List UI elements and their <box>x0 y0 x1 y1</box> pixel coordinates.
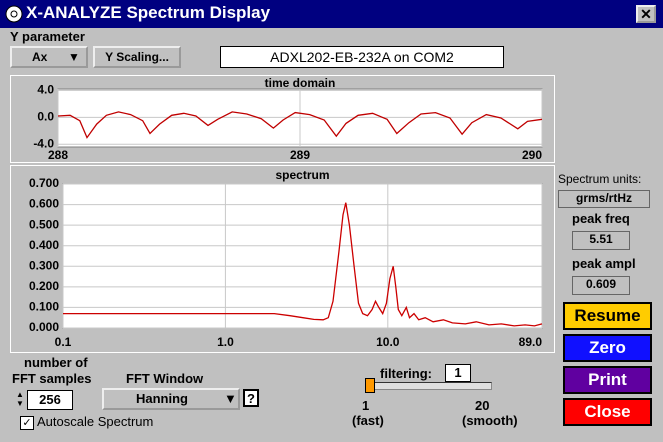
fft-window-value: Hanning <box>136 391 188 406</box>
slider-max: 20 <box>475 398 490 413</box>
title-bar: X-ANALYZE Spectrum Display ✕ <box>0 0 663 28</box>
y-tick-label: 0.000 <box>29 320 59 334</box>
x-tick-label: 0.1 <box>55 335 72 349</box>
data-line <box>63 202 543 327</box>
y-tick-label: 4.0 <box>37 83 54 97</box>
y-parameter-label: Y parameter <box>10 29 85 44</box>
filtering-value[interactable]: 1 <box>445 364 471 382</box>
slider-min: 1 <box>362 398 370 413</box>
y-tick-label: 0.500 <box>29 217 59 231</box>
y-tick-label: 0.100 <box>29 300 59 314</box>
y-scaling-button[interactable]: Y Scaling... <box>93 46 181 68</box>
x-tick-label: 289 <box>290 148 310 162</box>
x-tick-label: 10.0 <box>376 335 400 349</box>
device-field: ADXL202-EB-232A on COM2 <box>220 46 504 68</box>
y-tick-label: 0.200 <box>29 279 59 293</box>
resume-button[interactable]: Resume <box>563 302 652 330</box>
autoscale-label: Autoscale Spectrum <box>37 414 154 429</box>
slider-track <box>365 382 492 390</box>
slider-max-label: (smooth) <box>462 413 518 428</box>
peak-freq-value: 5.51 <box>572 231 630 250</box>
fft-samples-label: number of <box>24 355 88 370</box>
data-line <box>57 111 543 139</box>
y-tick-label: 0.600 <box>29 197 59 211</box>
spinner[interactable]: ▲ ▼ <box>16 390 24 408</box>
units-value: grms/rtHz <box>558 190 650 208</box>
print-button[interactable]: Print <box>563 366 652 394</box>
fft-window-dropdown[interactable]: Hanning ▼ <box>102 388 240 410</box>
y-tick-label: 0.400 <box>29 238 59 252</box>
x-tick-label: 89.0 <box>519 335 543 349</box>
close-window[interactable]: ✕ <box>636 5 656 23</box>
x-tick-label: 288 <box>48 148 68 162</box>
peak-ampl-value: 0.609 <box>572 276 630 295</box>
plot-area <box>62 183 543 329</box>
window-title: X-ANALYZE Spectrum Display <box>26 3 271 22</box>
fft-samples-value[interactable]: 256 <box>27 390 73 410</box>
peak-freq-label: peak freq <box>572 211 630 226</box>
slider-min-label: (fast) <box>352 413 384 428</box>
y-tick-label: 0.700 <box>29 176 59 190</box>
dropdown-arrow: ▼ <box>224 391 237 406</box>
units-label: Spectrum units: <box>558 172 642 186</box>
y-tick-label: -4.0 <box>33 136 54 150</box>
x-tick-label: 290 <box>522 148 542 162</box>
y-parameter-dropdown[interactable]: Ax ▼ <box>10 46 88 68</box>
filtering-label: filtering: <box>380 366 432 381</box>
y-parameter-value: Ax <box>32 50 48 64</box>
dropdown-arrow: ▼ <box>68 50 80 64</box>
app-icon <box>5 5 23 23</box>
close-button[interactable]: Close <box>563 398 652 426</box>
slider-thumb[interactable] <box>365 378 375 393</box>
chart-title: spectrum <box>275 168 329 182</box>
spectrum-chart: spectrum 0.700 0.600 0.500 0.400 0.300 0.200 0.… <box>10 165 555 353</box>
peak-ampl-label: peak ampl <box>572 256 636 271</box>
chart-title: time domain <box>265 76 336 90</box>
autoscale-checkbox[interactable]: ✓ <box>20 416 34 430</box>
fft-window-label: FFT Window <box>126 371 204 386</box>
x-tick-label: 1.0 <box>217 335 234 349</box>
help-button[interactable]: ? <box>243 389 259 407</box>
y-tick-label: 0.0 <box>37 109 54 123</box>
zero-button[interactable]: Zero <box>563 334 652 362</box>
y-tick-label: 0.300 <box>29 258 59 272</box>
fft-samples-label: FFT samples <box>12 371 92 386</box>
